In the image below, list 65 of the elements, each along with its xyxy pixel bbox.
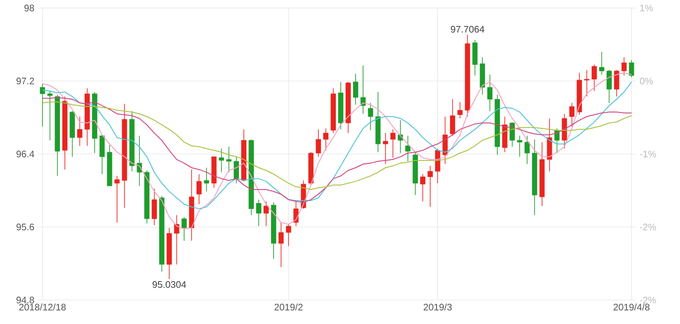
candlestick [204, 167, 210, 192]
candlestick [226, 146, 232, 173]
candlestick [405, 135, 410, 162]
y-tick-label: 96.4 [16, 150, 34, 158]
candlestick [136, 135, 142, 186]
y-tick-label: 95.6 [16, 224, 34, 230]
candlestick [480, 56, 485, 96]
candlestick [196, 174, 202, 205]
candlestick [40, 83, 46, 127]
candlestick [360, 65, 366, 114]
y2-tick-label: -2% [640, 224, 656, 230]
y-tick-label: 98 [24, 4, 34, 12]
candlestick [517, 135, 522, 158]
candlestick [592, 64, 597, 92]
candlestick [442, 116, 448, 164]
candlestick [218, 148, 224, 173]
candlestick [524, 135, 530, 164]
candlestick [77, 116, 82, 146]
y2-tick-label: 0% [640, 78, 653, 84]
candlestick [606, 70, 612, 104]
candlestick [47, 90, 53, 141]
candlestick [487, 74, 492, 112]
candlestick [457, 102, 463, 119]
candlestick [502, 116, 508, 153]
candlestick [182, 216, 187, 242]
x-tick-label: 2018/12/18 [19, 304, 66, 310]
candlestick [614, 70, 620, 97]
y2-tick-label: -1% [640, 150, 656, 158]
candlestick [100, 134, 105, 174]
candlestick [264, 201, 269, 226]
candlestick [398, 120, 403, 154]
candlestick [599, 51, 604, 75]
candlestick [569, 102, 574, 127]
candlestick [278, 222, 284, 268]
candlestick [152, 188, 157, 226]
y2-tick-label: 1% [640, 4, 653, 12]
candlestick [382, 132, 388, 164]
candlestick [390, 129, 396, 158]
candlestick [174, 214, 180, 265]
candlestick [562, 114, 568, 149]
candlestick [286, 224, 292, 247]
candlestick [420, 174, 426, 202]
y-tick-label: 94.8 [16, 296, 34, 304]
candlestick [114, 176, 120, 223]
x-tick-label: 2019/4/8 [614, 304, 650, 310]
y-tick-label: 97.2 [16, 78, 34, 84]
y2-tick-label: -2% [640, 296, 656, 304]
candlestick [546, 118, 552, 172]
candlestick [256, 199, 262, 226]
candlestick [323, 128, 328, 151]
candlestick [621, 56, 627, 76]
candlestick [472, 40, 478, 76]
candlestick [450, 98, 456, 136]
candlestick [234, 156, 239, 184]
x-tick-label: 2019/2 [274, 304, 303, 310]
annotation: 97.7064 [450, 26, 484, 33]
candlestick [428, 166, 433, 208]
candlestick [435, 148, 440, 184]
candlestick [316, 129, 321, 158]
candlestick [368, 102, 374, 131]
candlestick [584, 70, 590, 97]
annotation: 95.0304 [152, 281, 186, 288]
candlestick [353, 73, 358, 106]
candlestick [628, 60, 634, 78]
x-tick-label: 2019/3 [424, 304, 452, 310]
